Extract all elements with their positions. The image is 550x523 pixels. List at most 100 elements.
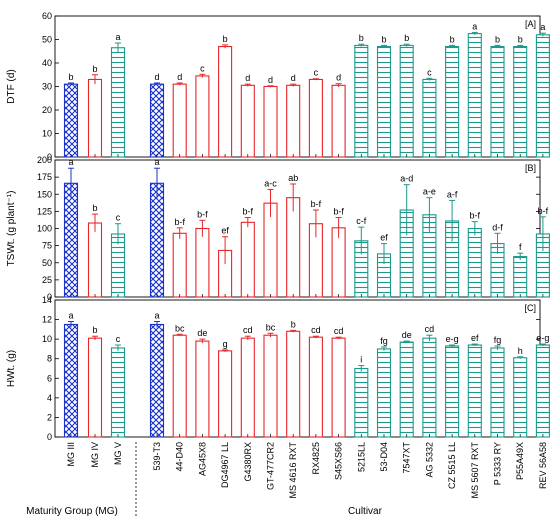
x-tick-label: 539-T3: [152, 442, 162, 471]
significance-letter: a-c: [264, 178, 277, 188]
y-tick-label: 40: [42, 58, 52, 68]
significance-letter: ab: [288, 173, 298, 183]
significance-letter: bc: [266, 322, 276, 332]
significance-letter: b: [359, 33, 364, 43]
bar: [376, 45, 392, 158]
significance-letter: a-d: [400, 174, 413, 184]
x-tick-label: MG IV: [90, 442, 100, 468]
y-tick-label: 200: [37, 155, 52, 165]
x-tick-label: G4380RX: [243, 442, 253, 482]
bar: [399, 44, 414, 158]
bar: [490, 347, 505, 438]
significance-letter: d-f: [492, 222, 503, 232]
bar: [422, 337, 437, 438]
bar: [195, 227, 210, 298]
significance-letter: e-g: [536, 333, 549, 343]
significance-letter: c: [116, 213, 121, 223]
bar: [110, 347, 126, 438]
x-tick-label: P 5333 RY: [493, 442, 503, 485]
x-axis: MG III MG IV MG V 539-T3 44-D40 AG45X8 DG4967 …: [66, 442, 548, 499]
y-axis-title: HWt. (g): [6, 350, 17, 387]
panel-tag: [A]: [525, 19, 536, 29]
significance-letter: b: [92, 203, 97, 213]
bar: [263, 334, 278, 438]
x-tick-label: 5215LL: [356, 442, 366, 472]
significance-letter: g: [223, 339, 228, 349]
significance-letter: i: [360, 355, 362, 365]
x-tick-label: DG4967 LL: [220, 442, 230, 488]
x-tick-label: AG 5332: [424, 442, 434, 478]
significance-letter: a-f: [447, 189, 458, 199]
significance-letter: a: [540, 22, 545, 32]
significance-letter: ef: [380, 233, 388, 243]
bar: [286, 330, 301, 438]
bar: [172, 83, 187, 158]
bar: [376, 348, 392, 438]
bar: [308, 336, 323, 438]
significance-letter: a: [154, 311, 159, 321]
significance-letter: bc: [175, 323, 185, 333]
significance-letter: b: [381, 34, 386, 44]
bar: [263, 202, 278, 298]
x-tick-label: MS 5607 RXT: [470, 442, 480, 499]
x-tick-label: 44-D40: [175, 442, 185, 472]
bar: [87, 337, 103, 438]
significance-letter: a: [115, 32, 120, 42]
y-tick-label: 50: [42, 35, 52, 45]
y-tick-label: 4: [47, 393, 52, 403]
x-tick-label: CZ 5515 LL: [447, 442, 457, 489]
significance-letter: b: [291, 319, 296, 329]
significance-letter: c: [427, 67, 432, 77]
significance-letter: d: [245, 73, 250, 83]
significance-letter: cd: [311, 325, 321, 335]
significance-letter: fg: [380, 336, 388, 346]
y-tick-label: 50: [42, 258, 52, 268]
bar: [331, 227, 346, 298]
y-tick-label: 0: [47, 292, 52, 302]
bar: [535, 34, 550, 158]
y-tick-label: 125: [37, 206, 52, 216]
group-label-cultivar: Cultivar: [348, 506, 383, 517]
significance-letter: b: [450, 34, 455, 44]
significance-letter: b: [68, 72, 73, 82]
significance-letter: e-g: [446, 334, 459, 344]
bar: [331, 84, 346, 158]
x-tick-label: MG V: [113, 442, 123, 465]
bar: [149, 323, 165, 438]
bar: [535, 344, 550, 438]
x-tick-label: RX4825: [311, 442, 321, 475]
y-tick-label: 14: [42, 295, 52, 305]
significance-letter: a: [68, 157, 73, 167]
bar: [195, 75, 210, 158]
significance-letter: cd: [425, 324, 435, 334]
significance-letter: c: [314, 68, 319, 78]
bar: [149, 182, 165, 298]
significance-letter: b: [404, 33, 409, 43]
bar: [240, 337, 255, 438]
x-tick-label: P55A49X: [515, 442, 525, 480]
bar: [240, 84, 255, 158]
bar: [331, 337, 346, 438]
significance-letter: cd: [243, 325, 253, 335]
group-label-maturity: Maturity Group (MG): [26, 506, 118, 517]
y-tick-label: 175: [37, 172, 52, 182]
significance-letter: a-e: [423, 187, 436, 197]
bar: [399, 341, 414, 438]
significance-letter: fg: [494, 335, 502, 345]
bar: [467, 344, 482, 438]
bar: [354, 44, 369, 158]
significance-letter: a: [154, 157, 159, 167]
bar: [195, 340, 210, 438]
significance-letter: cd: [334, 326, 344, 336]
y-tick-label: 10: [42, 129, 52, 139]
significance-letter: d: [177, 72, 182, 82]
x-tick-label: AG45X8: [197, 442, 207, 476]
y-tick-label: 60: [42, 11, 52, 21]
significance-letter: h: [518, 346, 523, 356]
bar: [63, 182, 79, 298]
significance-letter: b-f: [470, 211, 481, 221]
significance-letter: d: [154, 72, 159, 82]
significance-letter: f: [519, 242, 522, 252]
